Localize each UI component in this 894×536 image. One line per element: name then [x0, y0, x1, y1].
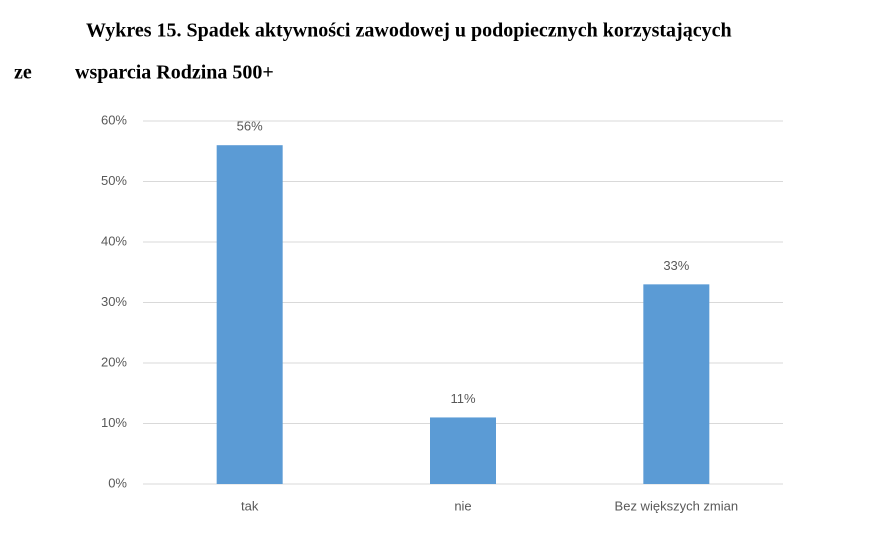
chart-title: Wykres 15. Spadek aktywności zawodowej u…	[86, 20, 732, 42]
y-tick-label: 30%	[101, 294, 127, 309]
y-tick-label: 10%	[101, 415, 127, 430]
y-tick-label: 50%	[101, 173, 127, 188]
data-label: 11%	[450, 391, 475, 406]
bar	[643, 284, 710, 484]
data-label: 56%	[237, 119, 263, 134]
chart-title: wsparcia Rodzina 500+	[75, 62, 274, 84]
x-tick-label: Bez większych zmian	[615, 498, 739, 513]
x-tick-label: tak	[241, 498, 259, 513]
x-tick-label: nie	[454, 498, 471, 513]
bar	[430, 417, 496, 484]
chart-title: ze	[14, 62, 32, 84]
y-tick-label: 40%	[101, 233, 127, 248]
y-tick-label: 0%	[108, 475, 127, 490]
y-tick-label: 60%	[101, 112, 127, 127]
bar	[216, 145, 283, 484]
y-tick-label: 20%	[101, 354, 127, 369]
data-label: 33%	[663, 258, 689, 273]
